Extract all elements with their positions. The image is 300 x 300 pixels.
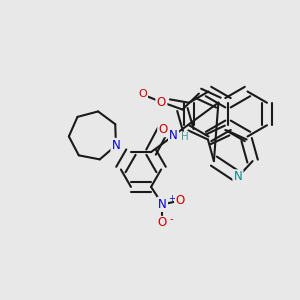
Text: O: O <box>157 95 166 109</box>
Text: O: O <box>158 216 167 230</box>
Text: N: N <box>169 129 178 142</box>
Text: O: O <box>175 194 184 207</box>
Text: N: N <box>233 170 242 184</box>
Text: N: N <box>112 139 120 152</box>
Text: H: H <box>181 132 189 142</box>
Text: -: - <box>169 214 172 224</box>
Text: +: + <box>168 194 175 203</box>
Text: O: O <box>138 89 147 100</box>
Text: O: O <box>157 95 166 109</box>
Text: O: O <box>158 123 168 136</box>
Text: N: N <box>158 198 167 211</box>
